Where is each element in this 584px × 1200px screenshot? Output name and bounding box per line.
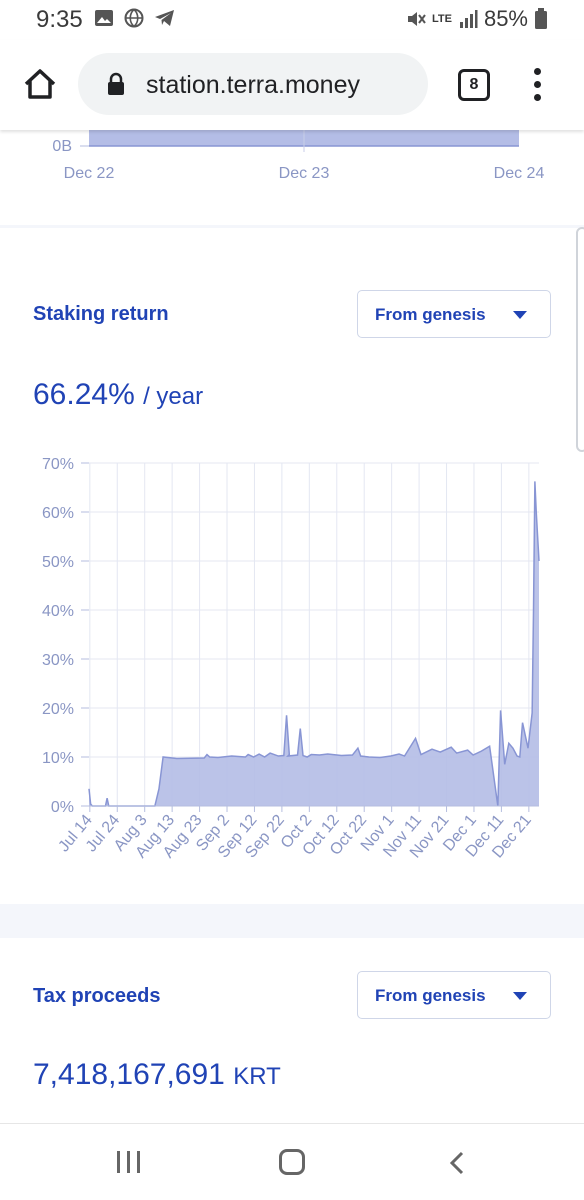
home-icon xyxy=(24,69,56,99)
battery-icon xyxy=(535,8,547,29)
top-x-tick: Dec 24 xyxy=(494,165,545,182)
staking-return-card: Staking return From genesis 66.24% / yea… xyxy=(0,228,584,904)
top-x-tick: Dec 23 xyxy=(279,165,330,182)
tax-title: Tax proceeds xyxy=(33,985,161,1007)
menu-dot xyxy=(534,81,541,88)
browser-home-button[interactable] xyxy=(20,64,60,104)
globe-icon xyxy=(124,8,144,28)
status-right: LTE 85% xyxy=(406,6,548,32)
lock-icon xyxy=(108,72,124,95)
caret-down-icon xyxy=(513,992,527,1000)
url-text: station.terra.money xyxy=(146,71,360,99)
y-tick-label: 50% xyxy=(42,554,74,571)
staking-value-row: 66.24% / year xyxy=(33,378,203,412)
y-tick-label: 30% xyxy=(42,652,74,669)
bar xyxy=(127,1151,130,1173)
staking-unit: / year xyxy=(143,383,204,410)
network-type: LTE xyxy=(431,12,452,25)
browser-toolbar: station.terra.money 8 xyxy=(0,40,584,130)
status-bar: 9:35 LTE 85% xyxy=(0,0,584,40)
y-tick-label: 0% xyxy=(51,799,74,816)
gallery-icon xyxy=(95,10,113,26)
address-bar[interactable]: station.terra.money xyxy=(78,53,428,115)
recent-apps-button[interactable] xyxy=(116,1151,142,1173)
caret-down-icon xyxy=(513,311,527,319)
staking-title: Staking return xyxy=(33,303,169,325)
tax-value: 7,418,167,691 xyxy=(33,1058,225,1091)
y-tick-label: 10% xyxy=(42,750,74,767)
system-home-button[interactable] xyxy=(279,1149,305,1175)
tab-switcher-button[interactable]: 8 xyxy=(458,69,490,101)
y-tick-label: 60% xyxy=(42,505,74,522)
tax-unit: KRT xyxy=(233,1063,281,1090)
staking-range-label: From genesis xyxy=(375,305,486,324)
menu-dot xyxy=(534,94,541,101)
scroll-handle[interactable] xyxy=(576,227,584,452)
staking-value: 66.24% xyxy=(33,378,135,411)
page-content: 0B Dec 22 Dec 23 Dec 24 Staking return F… xyxy=(0,130,584,1123)
y-tick-label: 20% xyxy=(42,701,74,718)
top-y-tick: 0B xyxy=(52,138,72,155)
system-back-button[interactable] xyxy=(447,1151,467,1175)
browser-menu-button[interactable] xyxy=(528,68,548,104)
staking-range-dropdown[interactable]: From genesis xyxy=(357,290,551,338)
bar xyxy=(117,1151,120,1173)
menu-dot xyxy=(534,68,541,75)
signal-icon xyxy=(459,10,478,28)
tax-range-dropdown[interactable]: From genesis xyxy=(357,971,551,1019)
top-chart-card: 0B Dec 22 Dec 23 Dec 24 xyxy=(0,130,584,225)
top-x-tick: Dec 22 xyxy=(64,165,115,182)
top-chart: 0B Dec 22 Dec 23 Dec 24 xyxy=(52,130,545,182)
bar xyxy=(137,1151,140,1173)
y-tick-label: 40% xyxy=(42,603,74,620)
system-nav-bar xyxy=(0,1123,584,1200)
staking-line xyxy=(88,481,540,807)
y-tick-label: 70% xyxy=(42,456,74,473)
mute-icon xyxy=(407,12,426,26)
back-chevron-icon xyxy=(449,1151,464,1175)
tax-range-label: From genesis xyxy=(375,986,486,1005)
status-time: 9:35 xyxy=(36,6,83,33)
tax-proceeds-card: Tax proceeds From genesis 7,418,167,691 … xyxy=(0,938,584,1123)
battery-percent: 85% xyxy=(483,6,528,31)
telegram-icon xyxy=(155,10,174,26)
notification-icons xyxy=(94,8,176,28)
tax-value-row: 7,418,167,691 KRT xyxy=(33,1058,281,1092)
